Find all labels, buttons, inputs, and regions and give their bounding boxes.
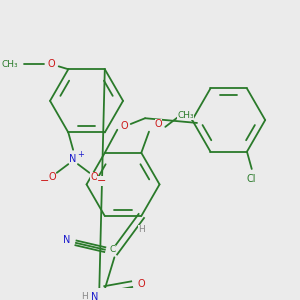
Text: O: O: [155, 119, 162, 129]
Text: N: N: [69, 154, 77, 164]
Text: O: O: [120, 121, 128, 131]
Text: O: O: [90, 172, 98, 182]
Text: O: O: [47, 59, 55, 69]
Text: CH₃: CH₃: [177, 111, 194, 120]
Text: H: H: [81, 292, 88, 300]
Text: H: H: [138, 225, 145, 234]
Text: +: +: [77, 150, 84, 159]
Text: N: N: [63, 235, 70, 245]
Text: CH₃: CH₃: [2, 60, 18, 69]
Text: −: −: [97, 176, 106, 186]
Text: O: O: [48, 172, 56, 182]
Text: C: C: [110, 245, 116, 254]
Text: O: O: [137, 279, 145, 289]
Text: Cl: Cl: [247, 174, 256, 184]
Text: N: N: [91, 292, 98, 300]
Text: −: −: [40, 176, 49, 186]
